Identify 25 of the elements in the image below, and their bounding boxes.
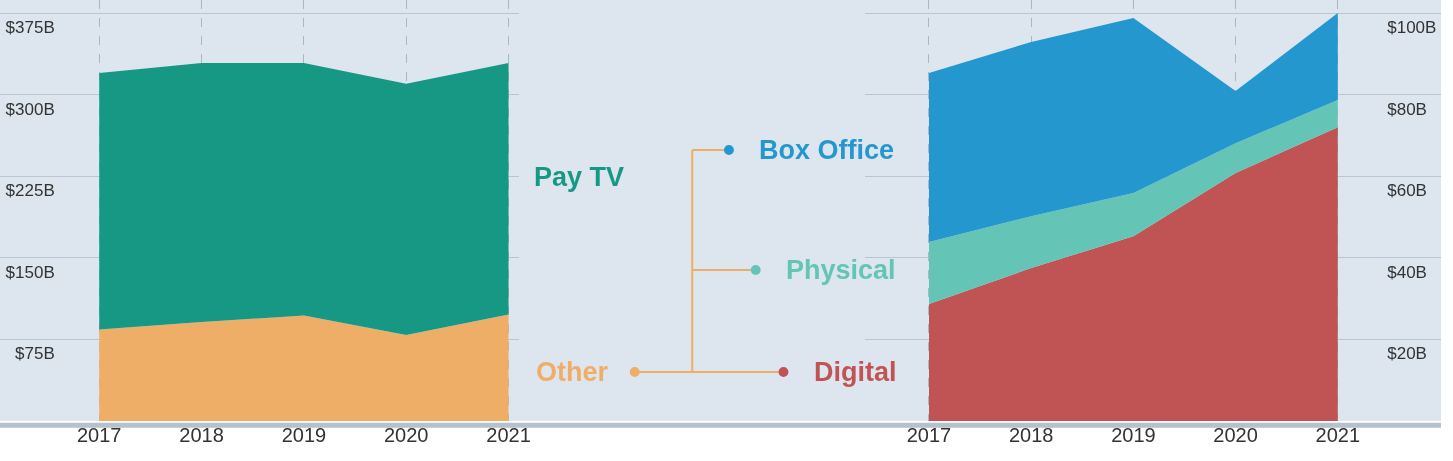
legend-label: Box Office (759, 135, 895, 165)
x-tick-label: 2021 (1315, 424, 1361, 446)
x-tick-label: 2021 (486, 424, 531, 446)
legend-label: Physical (786, 255, 896, 285)
x-tick-label: 2017 (77, 424, 122, 446)
y-tick-label: $40B (1387, 262, 1427, 282)
y-tick-label: $150B (5, 262, 55, 282)
x-tick-label: 2020 (383, 424, 429, 446)
y-tick-label: $60B (1387, 181, 1427, 201)
y-tick-label: $375B (5, 18, 55, 37)
y-tick-label: $100B (1387, 18, 1437, 37)
y-tick-label: $75B (15, 344, 55, 364)
x-tick-label: 2018 (179, 424, 224, 446)
x-tick-label: 2018 (1008, 424, 1054, 446)
y-tick-label: $20B (1387, 344, 1427, 364)
series-label: Pay TV (534, 162, 625, 192)
x-tick-label: 2019 (281, 424, 327, 446)
legend-label: Digital (814, 357, 897, 387)
y-tick-label: $80B (1387, 99, 1427, 119)
x-tick-label: 2017 (906, 424, 952, 446)
x-tick-label: 2019 (1111, 424, 1156, 446)
y-tick-label: $300B (5, 99, 55, 119)
y-tick-label: $225B (5, 181, 55, 201)
x-tick-label: 2020 (1213, 424, 1258, 446)
legend-label: Other (536, 357, 609, 387)
